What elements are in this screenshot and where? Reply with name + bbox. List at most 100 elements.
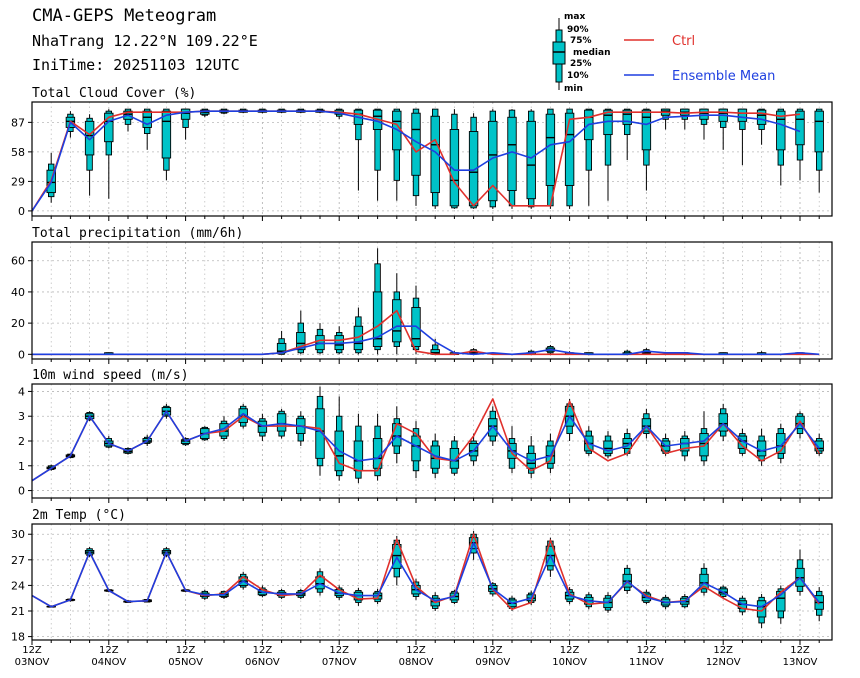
ensemble-mean-line <box>31 110 801 212</box>
y-tick-label: 20 <box>11 317 25 330</box>
x-tick-label-date: 13NOV <box>783 657 818 668</box>
x-tick-label-hour: 12Z <box>406 645 426 656</box>
box-p25-p75 <box>545 113 556 186</box>
box-p25-p75 <box>142 110 152 128</box>
legend-mean-label: Ensemble Mean <box>672 69 775 84</box>
x-tick-label-date: 08NOV <box>399 657 434 668</box>
box-p25-p75 <box>526 120 536 200</box>
box-p25-p75 <box>814 110 824 153</box>
box-p25-p75 <box>411 112 421 176</box>
box-p25-p75 <box>353 440 364 472</box>
box-p25-p75 <box>756 109 767 125</box>
legend-box-label: min <box>564 84 583 94</box>
box-p25-p75 <box>296 332 306 351</box>
legend-box-label: max <box>564 12 585 22</box>
box-p25-p75 <box>161 110 172 159</box>
box-p25-p75 <box>180 108 191 120</box>
y-tick-label: 0 <box>18 348 25 361</box>
y-tick-label: 1 <box>18 460 25 473</box>
legend-box-label: 25% <box>570 59 592 69</box>
box-p25-p75 <box>603 440 613 454</box>
box-p25-p75 <box>507 116 517 192</box>
box-p25-p75 <box>372 291 383 347</box>
y-tick-label: 24 <box>11 579 25 592</box>
box-p25-p75 <box>756 440 767 457</box>
y-tick-label: 60 <box>11 255 25 268</box>
box-p25-p75 <box>564 112 575 186</box>
box-p25-p75 <box>449 129 460 207</box>
ctrl-line <box>32 309 820 356</box>
x-tick-label-date: 12NOV <box>706 657 741 668</box>
panel-title: Total precipitation (mm/6h) <box>32 226 243 241</box>
box-p25-p75 <box>392 423 402 447</box>
legend-box-label: 10% <box>567 71 589 81</box>
x-tick-label-date: 11NOV <box>629 657 664 668</box>
x-tick-label-date: 09NOV <box>475 657 510 668</box>
legend-box-label: 75% <box>570 36 592 46</box>
y-tick-label: 30 <box>11 528 25 541</box>
panel-title: 2m Temp (°C) <box>32 508 126 523</box>
ensemble-mean-line <box>31 541 820 608</box>
x-tick-label-hour: 12Z <box>99 645 119 656</box>
x-tick-label-hour: 12Z <box>713 645 733 656</box>
box-p25-p75 <box>737 108 748 122</box>
box-p25-p75 <box>315 408 325 459</box>
y-tick-label: 2 <box>18 435 25 448</box>
x-tick-label-hour: 12Z <box>637 645 657 656</box>
box-p25-p75 <box>699 573 709 590</box>
y-tick-label: 0 <box>18 205 25 218</box>
box-p25-p75 <box>411 435 421 462</box>
x-tick-label-date: 06NOV <box>245 657 280 668</box>
box-p25-p75 <box>449 447 460 469</box>
x-tick-label-hour: 12Z <box>560 645 580 656</box>
panel-frame <box>31 101 833 217</box>
box-p10-p90 <box>374 108 381 171</box>
box-p25-p75 <box>104 112 114 143</box>
x-tick-label-date: 07NOV <box>322 657 357 668</box>
panel-frame <box>31 383 833 499</box>
ensemble-mean-line <box>32 325 820 356</box>
box-p25-p75 <box>622 109 632 125</box>
box-p10-p90 <box>604 108 612 166</box>
box-p25-p75 <box>84 120 95 156</box>
meteogram-title: CMA-GEPS Meteogram <box>32 6 217 26</box>
y-tick-label: 4 <box>18 385 25 398</box>
y-tick-label: 18 <box>11 631 25 644</box>
y-tick-label: 27 <box>11 554 25 567</box>
box-p25-p75 <box>430 115 440 194</box>
y-tick-label: 40 <box>11 286 25 299</box>
init-time-label: IniTime: 20251103 12UTC <box>32 56 240 74</box>
x-tick-label-hour: 12Z <box>329 645 349 656</box>
box-p25-p75 <box>718 413 728 432</box>
x-tick-label-hour: 12Z <box>253 645 273 656</box>
legend-box-label: median <box>573 48 611 58</box>
x-tick-label-hour: 12Z <box>483 645 503 656</box>
ensemble-mean-line <box>31 410 820 482</box>
box-p25-p75 <box>776 110 786 151</box>
box-p25-p75 <box>276 413 287 432</box>
ctrl-line <box>31 110 801 212</box>
box-p25-p75 <box>315 576 325 590</box>
y-tick-label: 29 <box>11 175 25 188</box>
box-p25-p75 <box>699 433 709 457</box>
panel-title: Total Cloud Cover (%) <box>32 86 196 101</box>
location-label: NhaTrang 12.22°N 109.22°E <box>32 32 258 50</box>
x-tick-label-date: 04NOV <box>91 657 126 668</box>
box-p25-p75 <box>756 600 767 618</box>
y-tick-label: 3 <box>18 410 25 423</box>
y-tick-label: 21 <box>11 605 25 618</box>
box-p25-p75 <box>392 299 402 343</box>
y-tick-label: 0 <box>18 485 25 498</box>
x-tick-label-hour: 12Z <box>176 645 196 656</box>
x-tick-label-date: 10NOV <box>552 657 587 668</box>
legend-ctrl-label: Ctrl <box>672 34 695 49</box>
box-p25-p75 <box>795 110 805 146</box>
x-tick-label-hour: 12Z <box>790 645 810 656</box>
y-tick-label: 87 <box>11 116 25 129</box>
legend-box-p25-p75 <box>552 41 566 65</box>
box-p25-p75 <box>641 418 652 432</box>
panel-frame <box>31 241 833 360</box>
x-tick-label-hour: 12Z <box>22 645 42 656</box>
box-p25-p75 <box>699 108 709 120</box>
